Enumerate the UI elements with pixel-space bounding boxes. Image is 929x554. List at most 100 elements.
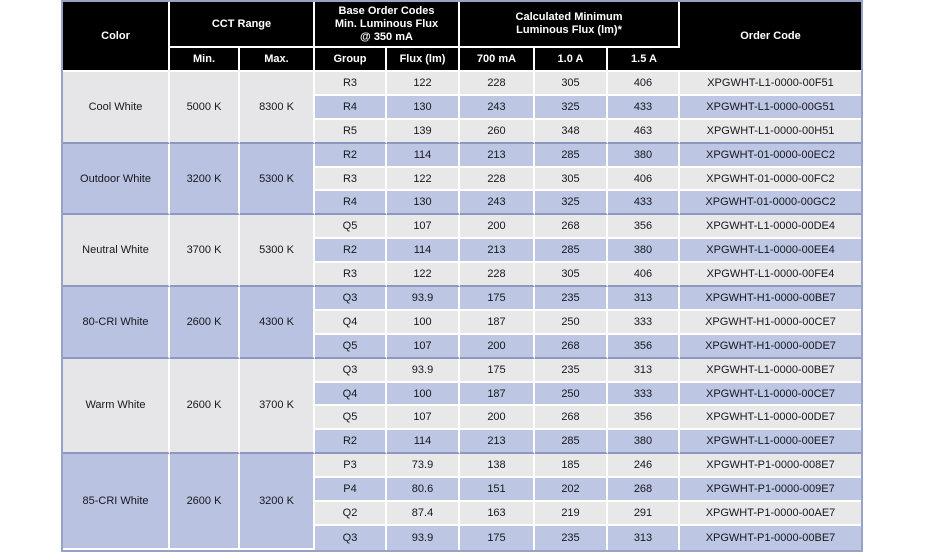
table-row: P4 80.6 151 202 268 XPGWHT-P1-0000-009E7: [63, 478, 861, 503]
flux-700ma-cell: 213: [460, 239, 535, 264]
table-row: 85-CRI White 2600 K 3200 K P3 73.9 138 185 246 X…: [63, 454, 861, 550]
cct-min-cell: 2600 K: [170, 454, 240, 550]
flux-1-0a-cell: 268: [535, 406, 608, 431]
flux-1-5a-cell: 406: [608, 263, 680, 288]
flux-700ma-cell: 243: [460, 95, 535, 120]
flux-1-0a-cell: 235: [535, 358, 608, 383]
group-bin-cell: R2: [315, 143, 387, 168]
flux-1-0a-cell: 202: [535, 478, 608, 503]
order-code-cell: XPGWHT-01-0000-00EC2: [680, 143, 861, 168]
flux-1-0a-cell: 305: [535, 167, 608, 192]
flux-700ma-cell: 260: [460, 119, 535, 144]
flux-350ma-cell: 107: [387, 334, 460, 359]
flux-1-0a-cell: 305: [535, 263, 608, 288]
group-bin-cell: R5: [315, 119, 387, 144]
order-code-cell: XPGWHT-L1-0000-00DE4: [680, 215, 861, 240]
table-row: R5 139 260 348 463 XPGWHT-L1-0000-00H51: [63, 119, 861, 144]
header-cell-cct-range: CCT Range: [170, 2, 315, 48]
cct-min-cell: 3200 K: [170, 143, 240, 216]
order-code-cell: XPGWHT-L1-0000-00G51: [680, 95, 861, 120]
cct-max-cell: 3200 K: [240, 454, 315, 550]
order-code-cell: XPGWHT-H1-0000-00DE7: [680, 334, 861, 359]
flux-700ma-cell: 200: [460, 334, 535, 359]
flux-1-0a-cell: 250: [535, 310, 608, 335]
table-row: Q5 107 200 268 356 XPGWHT-L1-0000-00DE7: [63, 406, 861, 431]
table-row: Neutral White 3700 K 5300 K Q5 107 200 268 356 X…: [63, 215, 861, 288]
group-bin-cell: R3: [315, 263, 387, 288]
group-bin-cell: Q5: [315, 215, 387, 240]
flux-700ma-cell: 175: [460, 358, 535, 383]
header-cell-order-code: Order Code: [680, 2, 861, 72]
flux-700ma-cell: 187: [460, 310, 535, 335]
cct-max-cell: 4300 K: [240, 287, 315, 359]
color-name-cell: 80-CRI White: [63, 287, 170, 359]
group-bin-cell: R2: [315, 430, 387, 455]
table-row: Q2 87.4 163 219 291 XPGWHT-P1-0000-00AE7: [63, 502, 861, 526]
flux-700ma-cell: 187: [460, 382, 535, 407]
flux-1-5a-cell: 313: [608, 287, 680, 311]
order-code-cell: XPGWHT-L1-0000-00CE7: [680, 382, 861, 407]
order-code-cell: XPGWHT-L1-0000-00FE4: [680, 263, 861, 288]
flux-1-5a-cell: 406: [608, 72, 680, 96]
group-bin-cell: R4: [315, 191, 387, 216]
table-row: R3 122 228 305 406 XPGWHT-L1-0000-00FE4: [63, 263, 861, 288]
flux-700ma-cell: 213: [460, 430, 535, 455]
flux-350ma-cell: 122: [387, 167, 460, 192]
flux-1-0a-cell: 219: [535, 502, 608, 526]
color-name-cell: Neutral White: [63, 215, 170, 288]
order-code-cell: XPGWHT-L1-0000-00EE7: [680, 430, 861, 455]
flux-1-5a-cell: 313: [608, 525, 680, 550]
flux-350ma-cell: 87.4: [387, 502, 460, 526]
flux-1-5a-cell: 463: [608, 119, 680, 144]
flux-350ma-cell: 93.9: [387, 525, 460, 550]
flux-700ma-cell: 213: [460, 143, 535, 168]
flux-1-5a-cell: 333: [608, 382, 680, 407]
table-row: R3 122 228 305 406 XPGWHT-01-0000-00FC2: [63, 167, 861, 192]
flux-700ma-cell: 151: [460, 478, 535, 503]
group-bin-cell: Q3: [315, 358, 387, 383]
flux-1-0a-cell: 325: [535, 191, 608, 216]
flux-350ma-cell: 73.9: [387, 454, 460, 479]
flux-350ma-cell: 130: [387, 95, 460, 120]
flux-1-5a-cell: 433: [608, 95, 680, 120]
table-row: 80-CRI White 2600 K 4300 K Q3 93.9 175 235 313 X…: [63, 287, 861, 359]
flux-1-0a-cell: 268: [535, 334, 608, 359]
flux-1-5a-cell: 356: [608, 334, 680, 359]
order-code-cell: XPGWHT-L1-0000-00F51: [680, 72, 861, 96]
group-bin-cell: Q4: [315, 382, 387, 407]
order-code-cell: XPGWHT-01-0000-00GC2: [680, 191, 861, 216]
led-order-code-table: Color CCT Range Base Order Codes Min. Lu…: [63, 2, 861, 550]
flux-350ma-cell: 93.9: [387, 358, 460, 383]
order-code-cell: XPGWHT-01-0000-00FC2: [680, 167, 861, 192]
cct-min-cell: 2600 K: [170, 287, 240, 359]
flux-700ma-cell: 228: [460, 72, 535, 96]
cct-min-cell: 5000 K: [170, 72, 240, 144]
group-bin-cell: R3: [315, 72, 387, 96]
flux-350ma-cell: 114: [387, 143, 460, 168]
flux-1-5a-cell: 433: [608, 191, 680, 216]
group-bin-cell: R3: [315, 167, 387, 192]
group-bin-cell: Q5: [315, 406, 387, 431]
flux-350ma-cell: 130: [387, 191, 460, 216]
group-bin-cell: R4: [315, 95, 387, 120]
flux-1-5a-cell: 268: [608, 478, 680, 503]
group-bin-cell: R2: [315, 239, 387, 264]
flux-350ma-cell: 100: [387, 382, 460, 407]
cct-min-cell: 2600 K: [170, 358, 240, 455]
flux-1-5a-cell: 406: [608, 167, 680, 192]
color-name-cell: 85-CRI White: [63, 454, 170, 550]
flux-1-5a-cell: 291: [608, 502, 680, 526]
flux-1-5a-cell: 380: [608, 239, 680, 264]
group-bin-cell: Q5: [315, 334, 387, 359]
order-code-cell: XPGWHT-L1-0000-00BE7: [680, 358, 861, 383]
flux-700ma-cell: 228: [460, 263, 535, 288]
flux-1-0a-cell: 268: [535, 215, 608, 240]
flux-350ma-cell: 122: [387, 263, 460, 288]
table-row: Q4 100 187 250 333 XPGWHT-H1-0000-00CE7: [63, 310, 861, 335]
group-bin-cell: Q4: [315, 310, 387, 335]
table-row: Q5 107 200 268 356 XPGWHT-H1-0000-00DE7: [63, 334, 861, 359]
group-bin-cell: Q2: [315, 502, 387, 526]
group-bin-cell: Q3: [315, 525, 387, 550]
table-row: R2 114 213 285 380 XPGWHT-L1-0000-00EE4: [63, 239, 861, 264]
flux-350ma-cell: 122: [387, 72, 460, 96]
